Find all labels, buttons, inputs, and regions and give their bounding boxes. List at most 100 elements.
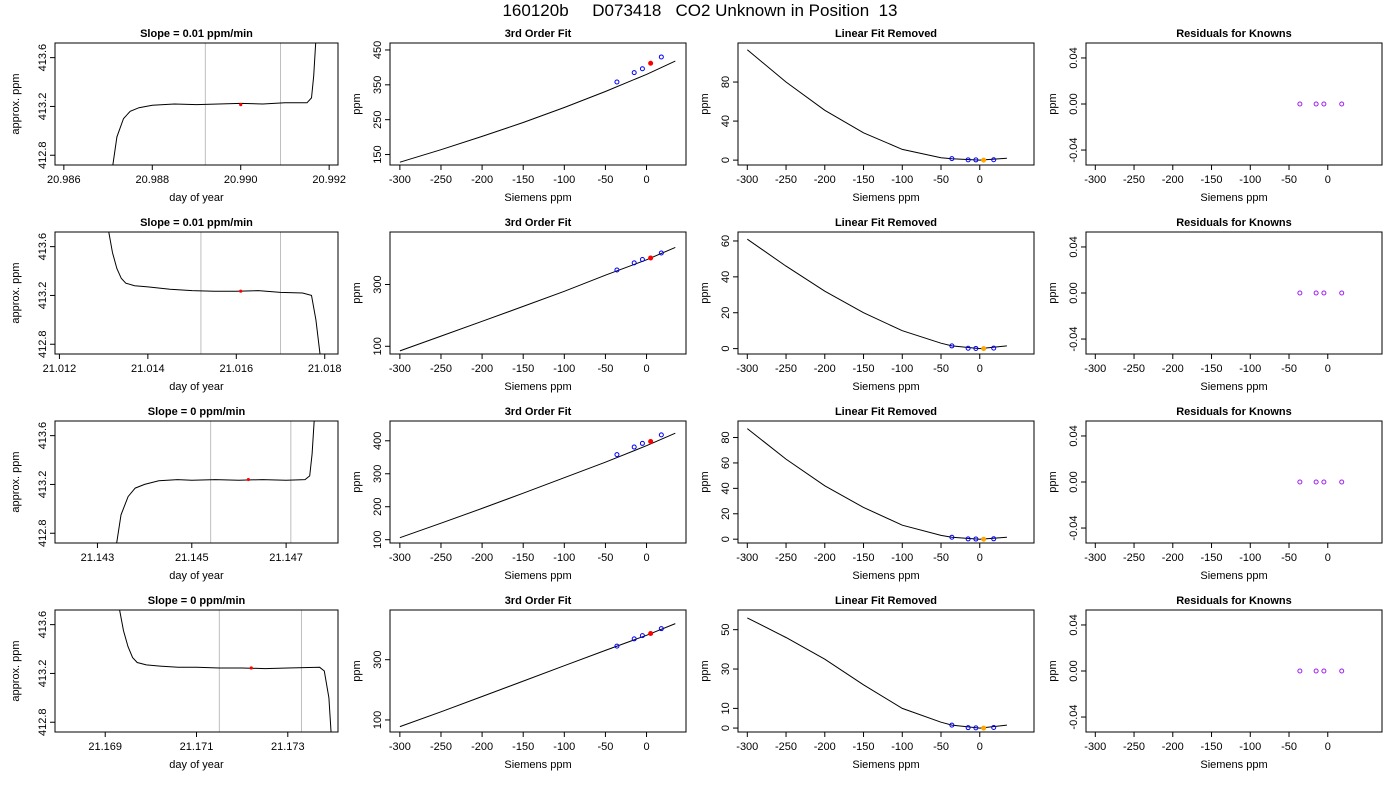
y-tick-label: 413.6 [37, 422, 49, 450]
panel-frame [1085, 42, 1383, 166]
y-tick-label: 412.8 [37, 519, 49, 547]
trace-line [116, 421, 315, 543]
x-axis-label: Siemens ppm [852, 570, 919, 582]
y-axis-label: ppm [699, 282, 711, 303]
standard-point [973, 345, 979, 351]
x-tick-label: 0 [643, 174, 649, 186]
residual-point [1313, 668, 1319, 674]
y-tick-label: 0.04 [1068, 236, 1080, 257]
x-tick-label: -150 [1201, 741, 1223, 753]
x-tick-label: -200 [814, 363, 836, 375]
residual-point [1321, 479, 1327, 485]
standard-point [658, 250, 664, 256]
x-tick-label: -100 [891, 741, 913, 753]
x-tick-label: -100 [1239, 363, 1261, 375]
plot-area [1297, 101, 1345, 107]
standard-point [991, 724, 997, 730]
x-tick-label: 21.145 [175, 552, 209, 564]
x-tick-label: -50 [1281, 174, 1297, 186]
standard-point [949, 722, 955, 728]
x-tick-label: -50 [597, 174, 613, 186]
plot-area [746, 49, 1007, 163]
y-tick-label: 200 [372, 498, 384, 516]
y-tick-label: 40 [720, 115, 732, 127]
x-tick-label: -250 [430, 363, 452, 375]
x-tick-label: -300 [1084, 552, 1106, 564]
x-tick-label: -200 [814, 552, 836, 564]
trace-line [108, 232, 321, 354]
plot-area [746, 428, 1007, 542]
y-axis-label: approx. ppm [10, 262, 22, 323]
plot-area [399, 623, 676, 728]
x-axis-label: Siemens ppm [852, 759, 919, 771]
residual-point [1297, 668, 1303, 674]
x-axis-label: Siemens ppm [504, 759, 571, 771]
panel-r1-c1: Slope = 0.01 ppm/min 20.986 20.988 20.990 20… [10, 28, 346, 204]
x-tick-label: -200 [814, 741, 836, 753]
panel-r4-c4: Residuals for Knowns -300 -250 -200 -150 -100… [1047, 595, 1383, 771]
y-tick-label: 350 [372, 76, 384, 94]
standard-point [949, 534, 955, 540]
y-tick-label: 0.00 [1068, 282, 1080, 303]
x-tick-label: -250 [1123, 363, 1145, 375]
panel-r2-c4: Residuals for Knowns -300 -250 -200 -150 -100… [1047, 217, 1383, 393]
y-tick-label: 0.04 [1068, 425, 1080, 446]
x-axis-label: day of year [169, 570, 224, 582]
panel-r1-c2: 3rd Order Fit -300 -250 -200 -150 -100 -50 0 150… [351, 28, 687, 204]
x-tick-label: -100 [553, 741, 575, 753]
average-point [239, 289, 243, 293]
plot-area [108, 232, 321, 354]
x-tick-label: -300 [736, 174, 758, 186]
standard-point [973, 536, 979, 542]
x-tick-label: -250 [775, 552, 797, 564]
unknown-point [648, 255, 654, 261]
standard-point [614, 452, 620, 458]
y-tick-label: 30 [720, 663, 732, 675]
x-tick-label: -150 [512, 552, 534, 564]
x-tick-label: -300 [1084, 363, 1106, 375]
x-tick-label: -50 [1281, 741, 1297, 753]
x-tick-label: 0 [1325, 174, 1331, 186]
y-tick-label: 0.04 [1068, 47, 1080, 68]
residual-point [1313, 101, 1319, 107]
y-tick-label: -0.04 [1068, 137, 1080, 162]
x-tick-label: -300 [389, 741, 411, 753]
x-tick-label: 0 [1325, 363, 1331, 375]
y-tick-label: 0.00 [1068, 93, 1080, 114]
x-tick-label: -100 [553, 174, 575, 186]
y-tick-label: 250 [372, 111, 384, 129]
y-tick-label: 0.00 [1068, 660, 1080, 681]
standard-point [639, 633, 645, 639]
x-tick-label: 0 [643, 552, 649, 564]
x-tick-label: -150 [853, 363, 875, 375]
x-tick-label: -100 [891, 174, 913, 186]
plot-area [1297, 668, 1345, 674]
panel-title: 3rd Order Fit [505, 217, 572, 229]
panel-frame [389, 420, 687, 544]
x-tick-label: 20.988 [135, 174, 169, 186]
standard-point [658, 432, 664, 438]
y-tick-label: 100 [372, 711, 384, 729]
panel-r4-c2: 3rd Order Fit -300 -250 -200 -150 -100 -50 0 100… [351, 595, 687, 771]
standard-point [614, 79, 620, 85]
x-tick-label: 21.018 [308, 363, 342, 375]
residual-point [1313, 290, 1319, 296]
fit-curve [747, 238, 1007, 350]
fit-curve [399, 246, 676, 352]
x-tick-label: 20.986 [47, 174, 81, 186]
trace-line [112, 43, 317, 165]
panel-frame [389, 42, 687, 166]
x-tick-label: 0 [643, 363, 649, 375]
y-axis-label: ppm [351, 93, 363, 114]
x-tick-label: -50 [933, 741, 949, 753]
panel-title: Linear Fit Removed [835, 217, 937, 229]
residual-point [1313, 479, 1319, 485]
x-tick-label: -250 [775, 174, 797, 186]
plot-area [399, 246, 676, 352]
y-tick-label: 413.6 [37, 233, 49, 261]
fit-curve [399, 623, 676, 728]
average-point [249, 666, 253, 670]
x-axis-label: Siemens ppm [852, 381, 919, 393]
panel-title: Residuals for Knowns [1176, 595, 1292, 607]
standard-point [631, 70, 637, 76]
